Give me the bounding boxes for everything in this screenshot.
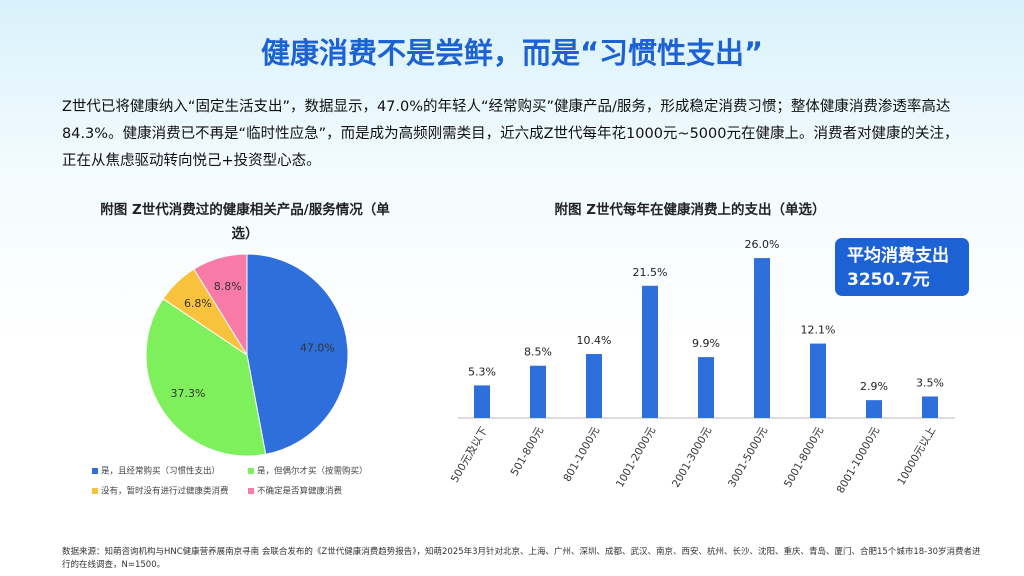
x-tick-label: 500元及以下 [449, 425, 490, 485]
bar [810, 343, 826, 418]
bar-title: 附图 Z世代每年在健康消费上的支出（单选） [554, 202, 826, 218]
bar-label: 10.4% [577, 334, 612, 347]
x-tick-label: 2001-3000元 [670, 425, 715, 490]
legend-label: 是，且经常购买（习惯性支出） [101, 466, 220, 477]
slice-label: 47.0% [300, 341, 335, 354]
x-tick-label: 1001-2000元 [614, 425, 659, 490]
slice-label: 6.8% [184, 297, 212, 310]
legend-label: 没有，暂时没有进行过健康类消费 [101, 486, 229, 497]
pie-slice [246, 253, 349, 455]
legend-label: 是，但偶尔才买（按需购买） [257, 466, 368, 477]
pie-slice [193, 253, 248, 357]
bar-label: 3.5% [916, 376, 944, 389]
annotation-text: 3250.7元 [847, 270, 930, 290]
legend-swatch [92, 488, 98, 494]
bar [698, 357, 714, 418]
bar [530, 365, 546, 418]
annotation-box [835, 238, 969, 296]
bar [754, 258, 770, 418]
x-tick-label: 501-800元 [509, 425, 547, 479]
pie-slice [145, 298, 267, 457]
slide-title: 健康消费不是尝鲜，而是“习惯性支出” [260, 36, 764, 70]
x-tick-label: 8001-10000元 [835, 425, 883, 496]
slice-label: 37.3% [171, 387, 206, 400]
slice-label: 8.8% [214, 280, 242, 293]
x-tick-label: 801-1000元 [561, 425, 602, 484]
legend-swatch [92, 468, 98, 474]
legend-swatch [248, 488, 254, 494]
bar-label: 12.1% [801, 324, 836, 337]
bar [474, 385, 490, 418]
bar-label: 21.5% [633, 266, 668, 279]
bar-label: 2.9% [860, 380, 888, 393]
x-tick-label: 5001-8000元 [782, 425, 827, 490]
legend-label: 不确定是否算健康消费 [257, 486, 343, 497]
x-tick-label: 3001-5000元 [726, 425, 771, 490]
annotation-text: 平均消费支出 [847, 245, 949, 266]
bar [866, 400, 882, 418]
legend-swatch [248, 468, 254, 474]
bar-label: 9.9% [692, 337, 720, 350]
x-tick-label: 10000元以上 [895, 425, 938, 487]
bar-label: 5.3% [468, 365, 496, 378]
bar-label: 8.5% [524, 346, 552, 359]
bar [586, 354, 602, 418]
pie-title: 附图 Z世代消费过的健康相关产品/服务情况（单选） [100, 202, 390, 242]
bar [642, 285, 658, 418]
bar [922, 396, 938, 418]
intro-text: Z世代已将健康纳入“固定生活支出”，数据显示，47.0%的年轻人“经常购买”健康… [62, 99, 959, 169]
bar-label: 26.0% [745, 238, 780, 251]
source-note: 数据来源：知萌咨询机构与HNC健康营养展南京寻南 会联合发布的《Z世代健康消费趋… [62, 547, 981, 570]
